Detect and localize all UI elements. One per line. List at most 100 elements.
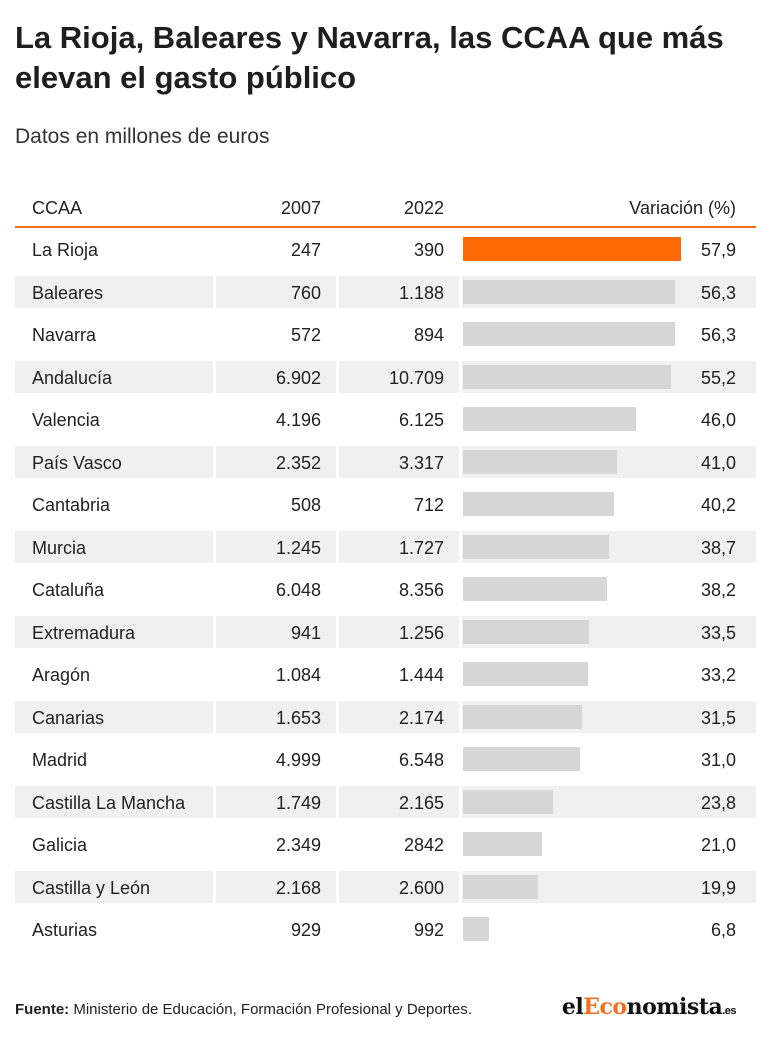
table-row: Extremadura 941 1.256 33,5: [15, 611, 756, 654]
year-2022-value: 1.188: [398, 282, 444, 303]
variacion-cell: 19,9: [462, 870, 756, 903]
table-header: CCAA 2007 2022 Variación (%): [15, 188, 756, 228]
year-2022-cell: 390: [339, 233, 459, 265]
variacion-cell: 55,2: [462, 360, 756, 393]
logo-part-nomista: nomista: [626, 994, 723, 1020]
ccaa-value: Andalucía: [32, 367, 113, 388]
year-2022-value: 894: [413, 325, 444, 345]
table-row: Aragón 1.084 1.444 33,2: [15, 653, 756, 696]
year-2007-cell: 4.196: [216, 403, 336, 435]
variacion-value: 31,0: [700, 750, 736, 770]
variacion-value: 33,5: [700, 622, 736, 643]
variacion-cell: 33,2: [462, 658, 756, 690]
ccaa-cell: La Rioja: [15, 233, 213, 265]
variation-bar: [463, 364, 671, 389]
year-2022-cell: 1.188: [339, 275, 459, 308]
year-2007-value: 1.245: [275, 537, 321, 558]
table-row: Murcia 1.245 1.727 38,7: [15, 526, 756, 569]
variacion-cell: 56,3: [462, 318, 756, 350]
year-2007-cell: 247: [216, 233, 336, 265]
year-2022-value: 2.600: [398, 877, 444, 898]
chart-title: La Rioja, Baleares y Navarra, las CCAA q…: [15, 20, 724, 95]
variacion-value: 38,2: [700, 580, 736, 600]
year-2022-cell: 894: [339, 318, 459, 350]
year-2022-cell: 1.444: [339, 658, 459, 690]
column-header-2007: 2007: [280, 198, 321, 218]
year-2007-value: 4.196: [275, 410, 321, 430]
variation-bar: [463, 917, 489, 941]
variacion-value: 56,3: [700, 282, 736, 303]
ccaa-value: País Vasco: [32, 452, 122, 473]
variacion-cell: 40,2: [462, 488, 756, 520]
ccaa-cell: Canarias: [15, 700, 213, 733]
year-2007-value: 760: [290, 282, 321, 303]
ccaa-cell: Galicia: [15, 828, 213, 860]
year-2007-cell: 2.168: [216, 870, 336, 903]
variation-bar: [463, 747, 580, 771]
year-2007-cell: 572: [216, 318, 336, 350]
ccaa-value: Canarias: [32, 707, 105, 728]
table-row: Cantabria 508 712 40,2: [15, 483, 756, 526]
ccaa-value: Castilla y León: [32, 877, 151, 898]
year-2007-cell: 2.349: [216, 828, 336, 860]
year-2007-cell: 760: [216, 275, 336, 308]
variacion-value: 56,3: [700, 325, 736, 345]
variation-bar: [463, 577, 607, 601]
ccaa-value: Madrid: [32, 750, 88, 770]
table-row: Castilla y León 2.168 2.600 19,9: [15, 866, 756, 909]
variacion-value: 38,7: [700, 537, 736, 558]
year-2022-value: 10.709: [388, 367, 444, 388]
variacion-cell: 41,0: [462, 445, 756, 478]
year-2022-cell: 1.727: [339, 530, 459, 563]
variacion-value: 23,8: [700, 792, 736, 813]
table-row: La Rioja 247 390 57,9: [15, 228, 756, 271]
year-2022-cell: 8.356: [339, 573, 459, 605]
ccaa-value: Cataluña: [32, 580, 105, 600]
variation-bar: [463, 662, 588, 686]
variacion-value: 6,8: [710, 920, 736, 940]
year-2022-cell: 3.317: [339, 445, 459, 478]
ccaa-cell: Asturias: [15, 913, 213, 945]
ccaa-cell: País Vasco: [15, 445, 213, 478]
year-2022-cell: 2842: [339, 828, 459, 860]
variacion-value: 21,0: [700, 835, 736, 855]
logo-part-eco: Eco: [583, 994, 627, 1020]
year-2022-value: 6.548: [398, 750, 444, 770]
variation-bar: [463, 704, 582, 729]
year-2022-value: 8.356: [398, 580, 444, 600]
ccaa-value: Valencia: [32, 410, 100, 430]
year-2022-cell: 1.256: [339, 615, 459, 648]
year-2022-value: 390: [413, 240, 444, 260]
year-2022-value: 992: [413, 920, 444, 940]
variation-bar: [463, 237, 681, 261]
variacion-value: 46,0: [700, 410, 736, 430]
year-2007-cell: 929: [216, 913, 336, 945]
ccaa-value: La Rioja: [32, 240, 99, 260]
variacion-value: 41,0: [700, 452, 736, 473]
variacion-cell: 57,9: [462, 233, 756, 265]
ccaa-cell: Castilla y León: [15, 870, 213, 903]
year-2007-cell: 1.749: [216, 785, 336, 818]
year-2022-cell: 6.548: [339, 743, 459, 775]
year-2007-value: 2.349: [275, 835, 321, 855]
year-2007-cell: 6.902: [216, 360, 336, 393]
table-row: Navarra 572 894 56,3: [15, 313, 756, 356]
year-2007-value: 6.902: [275, 367, 321, 388]
year-2007-cell: 1.245: [216, 530, 336, 563]
year-2007-cell: 941: [216, 615, 336, 648]
year-2007-cell: 508: [216, 488, 336, 520]
ccaa-cell: Madrid: [15, 743, 213, 775]
chart-subtitle: Datos en millones de euros: [15, 125, 270, 148]
variation-bar: [463, 407, 637, 431]
variacion-value: 40,2: [700, 495, 736, 515]
ccaa-value: Navarra: [32, 325, 97, 345]
data-table: CCAA 2007 2022 Variación (%) La Rioja 247…: [15, 188, 756, 951]
table-row: Canarias 1.653 2.174 31,5: [15, 696, 756, 739]
ccaa-value: Aragón: [32, 665, 91, 685]
year-2022-cell: 2.600: [339, 870, 459, 903]
variacion-cell: 23,8: [462, 785, 756, 818]
column-header-ccaa: CCAA: [32, 198, 83, 218]
ccaa-cell: Cantabria: [15, 488, 213, 520]
year-2022-value: 2842: [403, 835, 444, 855]
year-2022-value: 6.125: [398, 410, 444, 430]
